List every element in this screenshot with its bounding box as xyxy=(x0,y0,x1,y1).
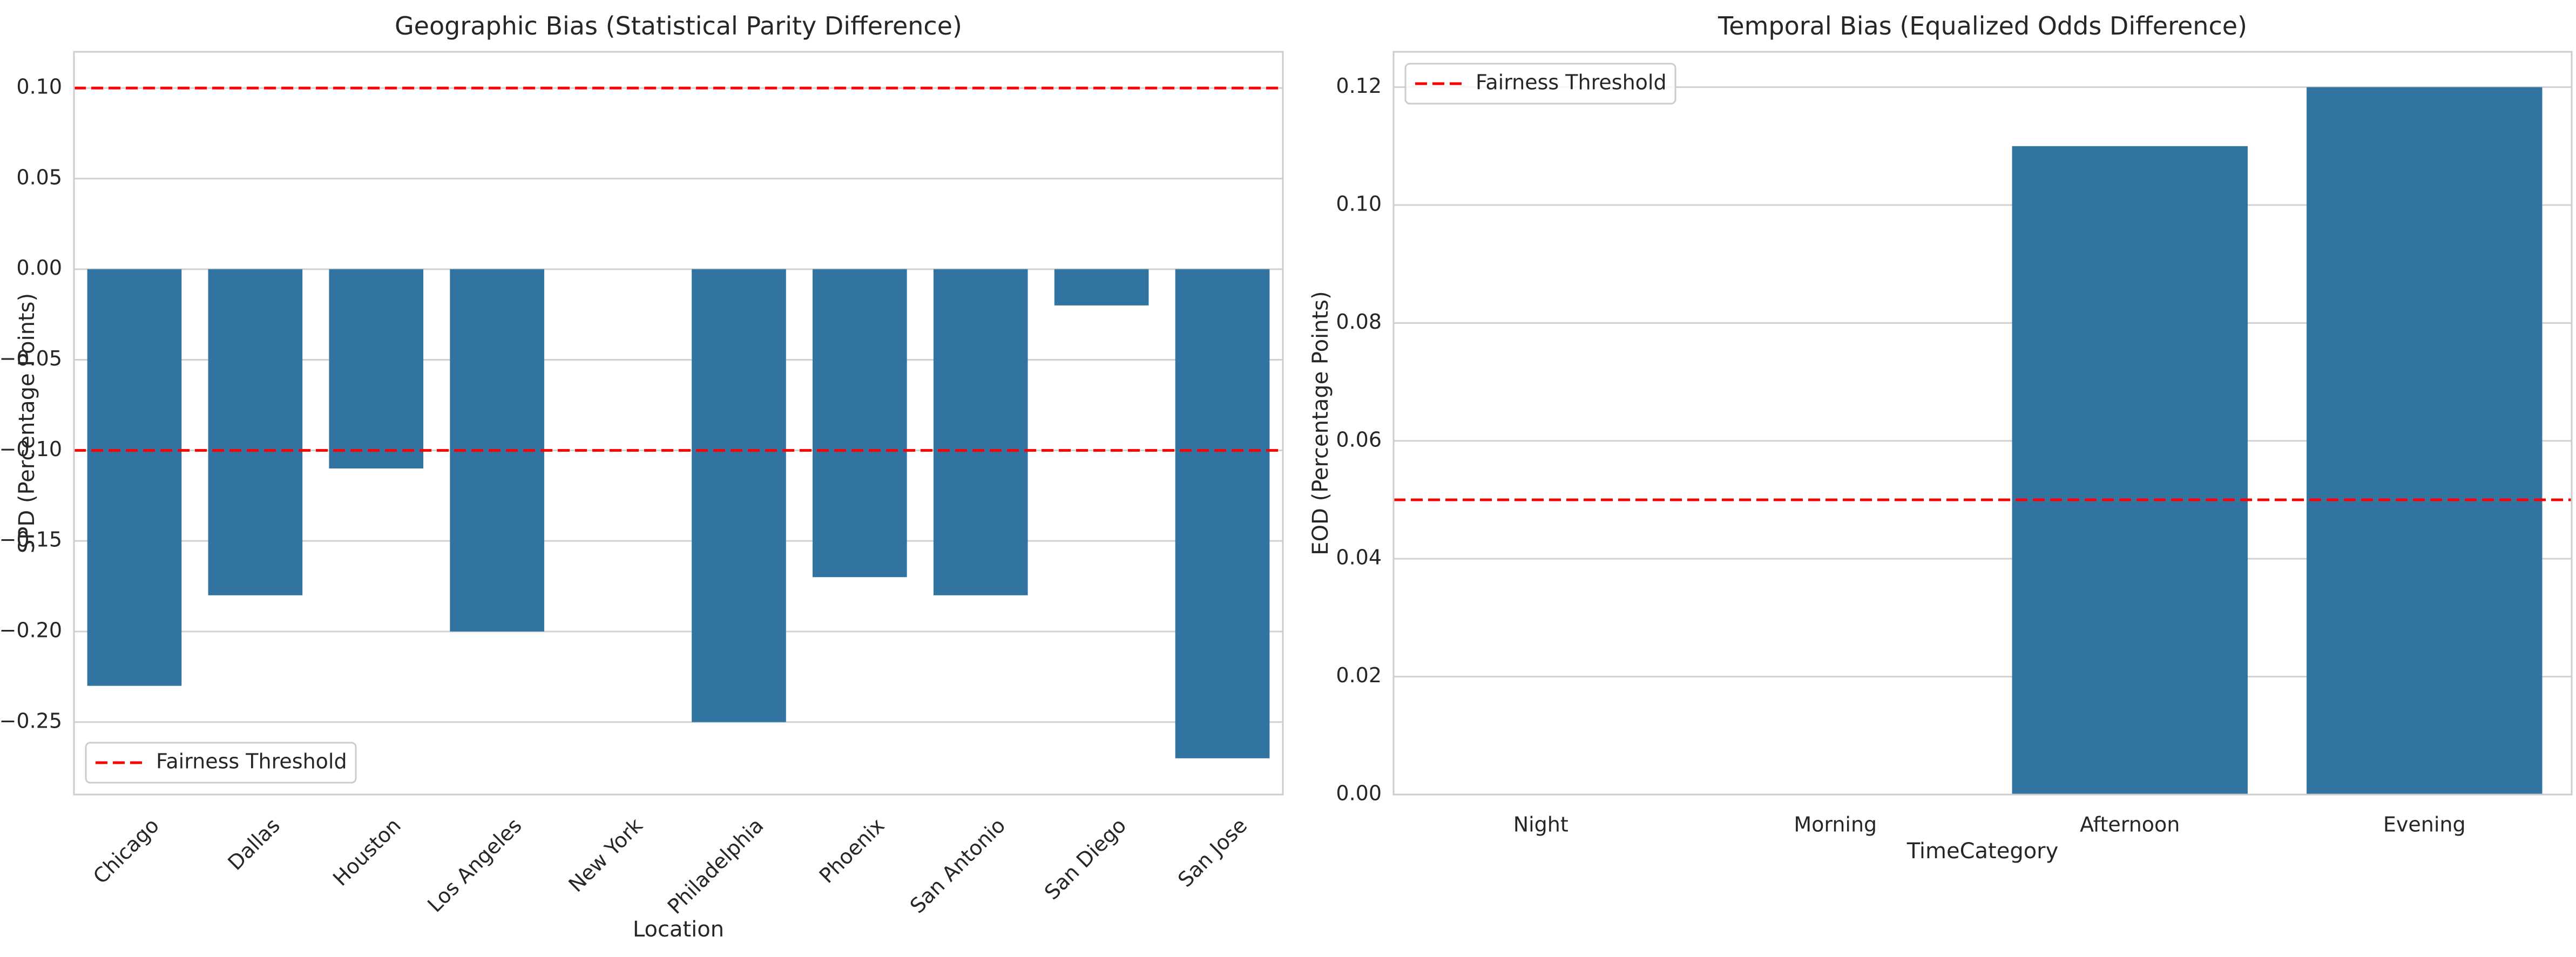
bar-san-antonio xyxy=(933,269,1028,595)
y-tick-labels: 0.10 0.05 0.00 −0.05 −0.10 −0.15 −0.20 −0.25 xyxy=(0,75,62,733)
x-tick-label-morning: Morning xyxy=(1794,813,1877,837)
legend-label: Fairness Threshold xyxy=(156,750,347,773)
y-tick-label: 0.02 xyxy=(1336,663,1382,687)
x-axis-label: TimeCategory xyxy=(1906,839,2059,864)
bars xyxy=(2012,87,2543,795)
bar-houston xyxy=(329,269,424,469)
y-tick-label: 0.12 xyxy=(1336,74,1382,98)
y-tick-label: 0.04 xyxy=(1336,546,1382,569)
bar-dallas xyxy=(208,269,303,595)
bar-san-diego xyxy=(1054,269,1149,306)
chart-title: Temporal Bias (Equalized Odds Difference… xyxy=(1718,11,2247,40)
bars xyxy=(87,269,1270,758)
y-tick-label: 0.08 xyxy=(1336,310,1382,334)
temporal-bias-chart: 0.00 0.02 0.04 0.06 0.08 0.10 0.12 Night Morning… xyxy=(1308,11,2573,864)
y-tick-label: 0.00 xyxy=(16,256,62,280)
x-tick-label-evening: Evening xyxy=(2383,813,2466,837)
y-tick-label: −0.10 xyxy=(0,437,62,461)
legend-box xyxy=(1404,63,1676,105)
y-tick-label: −0.25 xyxy=(0,709,62,732)
y-axis-label: SPD (Percentage Points) xyxy=(15,293,39,553)
legend-box xyxy=(85,742,357,784)
y-tick-label: −0.15 xyxy=(0,528,62,552)
legend: Fairness Threshold xyxy=(1404,63,1676,105)
x-tick-label-afternoon: Afternoon xyxy=(2080,813,2180,837)
legend-label: Fairness Threshold xyxy=(1476,71,1667,94)
y-tick-label: 0.06 xyxy=(1336,427,1382,451)
y-tick-label: −0.20 xyxy=(0,618,62,642)
y-tick-label: 0.05 xyxy=(16,165,62,189)
bar-evening xyxy=(2307,87,2543,795)
chart-title: Geographic Bias (Statistical Parity Diff… xyxy=(395,11,962,40)
x-tick-label-night: Night xyxy=(1513,813,1568,837)
axes-frame xyxy=(73,51,1284,796)
legend: Fairness Threshold xyxy=(85,742,357,784)
bar-philadelphia xyxy=(692,269,786,722)
y-tick-labels: 0.00 0.02 0.04 0.06 0.08 0.10 0.12 xyxy=(1336,74,1382,805)
bar-phoenix xyxy=(813,269,907,578)
bar-afternoon xyxy=(2012,146,2248,795)
x-axis-label: Location xyxy=(633,917,724,942)
threshold-lines xyxy=(74,86,1283,452)
x-tick-labels: Night Morning Afternoon Evening xyxy=(1513,813,2466,837)
bar-san-jose xyxy=(1175,269,1270,758)
axes-frame xyxy=(1392,51,2573,796)
geographic-bias-chart: 0.100.050.00−0.05−0.10−0.15−0.20−0.25Chi… xyxy=(0,11,1284,942)
y-axis-label: EOD (Percentage Points) xyxy=(1308,291,1333,555)
y-tick-label: −0.05 xyxy=(0,347,62,370)
y-tick-label: 0.00 xyxy=(1336,782,1382,805)
y-tick-label: 0.10 xyxy=(1336,192,1382,215)
bar-chicago xyxy=(87,269,182,686)
y-tick-label: 0.10 xyxy=(16,75,62,99)
